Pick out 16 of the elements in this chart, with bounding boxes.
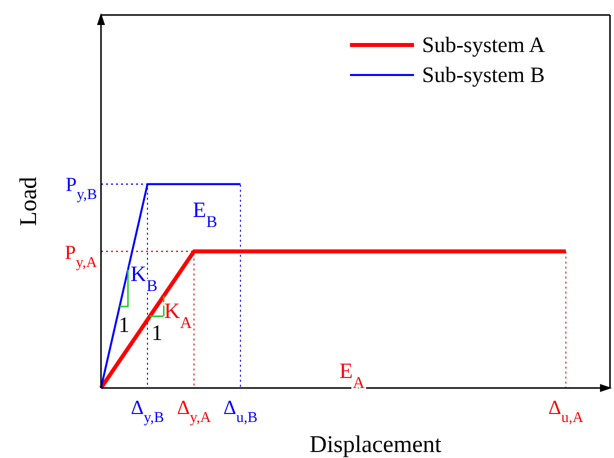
annotation: K$_{B}$ — [130, 261, 158, 294]
annotation: K$_{A}$ — [164, 298, 192, 332]
text: P$_{y,A}$ — [64, 242, 98, 271]
annotation: 1 — [152, 320, 162, 345]
x-tick-label: Δ$_{u,A}$ — [548, 397, 584, 426]
x-tick-label: Δ$_{y,B}$ — [130, 397, 164, 426]
y-axis-title: Load — [16, 176, 42, 226]
annotation: E$_{B}$ — [192, 197, 218, 230]
x-tick-label: Δ$_{y,A}$ — [176, 397, 212, 426]
annotation: E$_{A}$ — [339, 358, 365, 392]
legend-label: Sub-system B — [422, 62, 545, 87]
x-tick-label: Δ$_{u,B}$ — [223, 397, 258, 426]
x-axis-title: Displacement — [310, 432, 442, 458]
annotation: 1 — [118, 312, 130, 337]
legend-label: Sub-system A — [422, 32, 545, 57]
text: P$_{y,B}$ — [66, 174, 97, 203]
